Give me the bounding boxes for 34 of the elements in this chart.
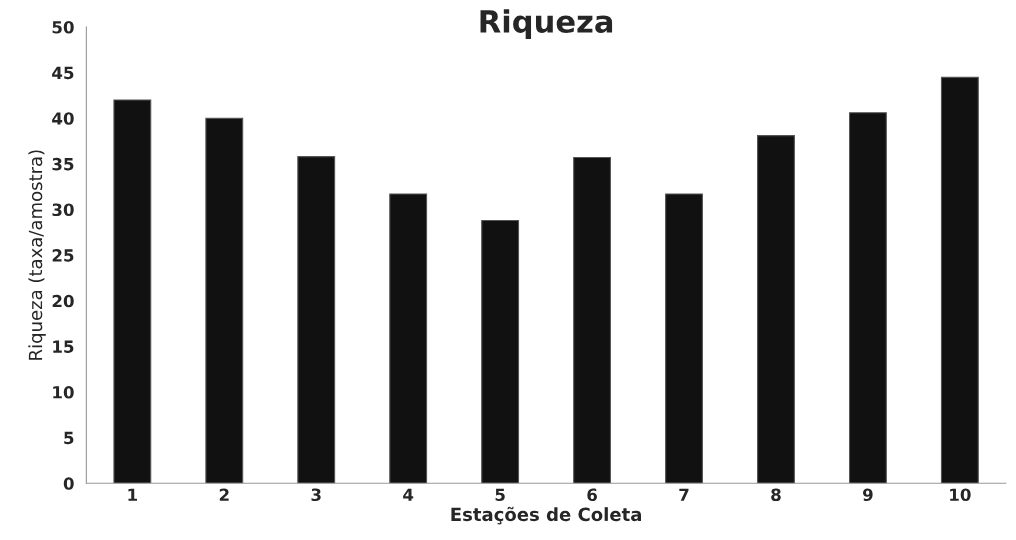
bar (205, 117, 244, 484)
bar (757, 135, 795, 484)
x-tick-label: 7 (679, 488, 689, 501)
y-tick-label: 40 (52, 112, 74, 125)
y-tick-label: 35 (52, 157, 74, 171)
y-tick-label: 50 (52, 20, 74, 34)
x-axis-title: Estações de Coleta (451, 506, 641, 525)
y-axis-title: Riqueza (taxa/amostra) (28, 150, 46, 360)
x-tick-label: 9 (862, 488, 873, 502)
bar (940, 76, 979, 484)
y-tick-label: 25 (52, 249, 74, 262)
bar (481, 219, 520, 484)
bar (573, 156, 612, 484)
y-tick-label: 45 (52, 66, 74, 80)
bar (113, 99, 152, 484)
y-tick-label: 0 (63, 477, 74, 490)
bar (848, 112, 887, 484)
x-tick-label: 5 (495, 488, 505, 502)
x-tick-label: 3 (311, 488, 321, 502)
x-tick-label: 6 (587, 488, 597, 502)
x-tick-label: 8 (771, 488, 781, 502)
bar (389, 193, 428, 484)
x-tick-label: 4 (403, 488, 414, 501)
bar (665, 193, 703, 484)
y-tick-label: 10 (53, 386, 74, 399)
x-tick-label: 2 (219, 488, 229, 501)
y-tick-label: 5 (64, 431, 74, 445)
chart-title: Riqueza (480, 9, 613, 39)
y-tick-label: 15 (53, 340, 74, 353)
x-tick-label: 1 (128, 488, 137, 501)
y-tick-label: 30 (52, 203, 74, 217)
y-tick-label: 20 (52, 294, 74, 308)
x-tick-label: 10 (950, 488, 971, 502)
bar (297, 156, 336, 484)
